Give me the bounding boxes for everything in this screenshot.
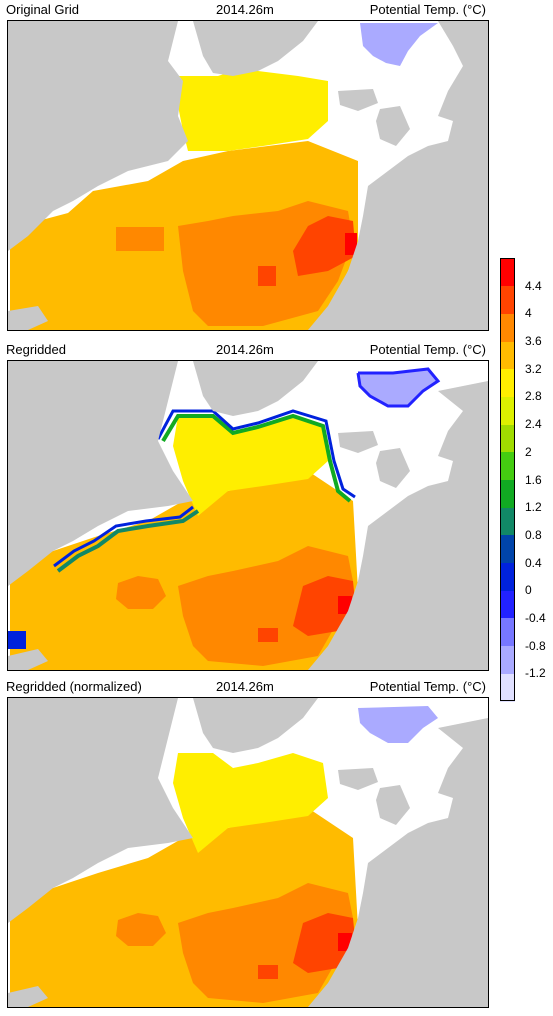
land-europe xyxy=(308,21,488,330)
colorbar-segment xyxy=(500,451,515,480)
land-caribbean xyxy=(8,986,48,1007)
coastal-fringe-blue xyxy=(156,409,356,499)
caribbean-cold-patch xyxy=(8,631,26,649)
field-red-edge xyxy=(345,233,357,255)
colorbar-tick-label: -1.2 xyxy=(525,666,546,681)
panel-left-title: Original Grid xyxy=(6,2,79,17)
field-yellow xyxy=(173,753,328,853)
map-canvas xyxy=(8,361,488,670)
colorbar-segment xyxy=(500,341,515,370)
colorbar-tick-label: 2 xyxy=(525,444,532,459)
colorbar-segment xyxy=(500,424,515,453)
land-british-isles xyxy=(376,106,410,146)
colorbar-segment xyxy=(500,590,515,619)
colorbar-segment xyxy=(500,645,515,674)
colorbar-segment xyxy=(500,368,515,397)
colorbar-tick-label: 2.8 xyxy=(525,389,542,404)
colorbar-tick-label: 1.2 xyxy=(525,500,542,515)
land-iceland xyxy=(338,89,378,111)
colorbar-segment xyxy=(500,617,515,647)
map-canvas xyxy=(8,21,488,330)
panel-center-title: 2014.26m xyxy=(216,679,274,694)
land-iceland xyxy=(338,768,378,790)
field-red xyxy=(293,913,356,973)
land-british-isles xyxy=(376,785,410,825)
land-europe xyxy=(308,381,488,670)
colorbar-tick-label: 4.4 xyxy=(525,278,542,293)
panel-right-title: Potential Temp. (°C) xyxy=(369,342,486,357)
field-darkorange-patch xyxy=(116,227,164,251)
panel-right-title: Potential Temp. (°C) xyxy=(369,679,486,694)
cold-patch xyxy=(360,23,438,66)
colorbar-segment xyxy=(500,534,515,564)
land-north-america xyxy=(8,698,193,923)
colorbar-segment xyxy=(500,507,515,536)
cold-patch xyxy=(358,706,438,743)
land-north-america xyxy=(8,21,188,251)
field-darkorange-patch xyxy=(116,576,166,609)
colorbar-tick-label: 0 xyxy=(525,583,532,598)
land-greenland xyxy=(193,21,318,76)
colorbar-segment xyxy=(500,673,515,702)
coastal-fringe-nam-blue xyxy=(53,505,194,568)
colorbar-tick-label: -0.4 xyxy=(525,610,546,625)
field-red xyxy=(293,576,356,636)
map-original-grid xyxy=(7,20,489,331)
colorbar-segment xyxy=(500,562,515,591)
land-caribbean xyxy=(8,649,48,670)
colorbar xyxy=(500,258,515,702)
map-regridded-normalized xyxy=(7,697,489,1008)
field-yellow xyxy=(173,416,328,516)
panel-left-title: Regridded (normalized) xyxy=(6,679,142,694)
panel-right-title: Potential Temp. (°C) xyxy=(369,2,486,17)
land-greenland xyxy=(193,698,318,753)
colorbar-segment xyxy=(500,285,515,314)
cold-patch xyxy=(358,369,438,406)
panel-left-title: Regridded xyxy=(6,342,66,357)
cold-patch-edge xyxy=(356,367,441,408)
land-europe xyxy=(308,718,488,1007)
land-greenland xyxy=(193,361,318,416)
land-british-isles xyxy=(376,448,410,488)
coastal-fringe-green xyxy=(161,413,352,503)
colorbar-tick-label: 3.6 xyxy=(525,334,542,349)
colorbar-tick-label: 3.2 xyxy=(525,361,542,376)
colorbar-segment xyxy=(500,258,515,287)
colorbar-tick-label: 4 xyxy=(525,306,532,321)
coastal-fringe-nam xyxy=(56,509,200,573)
field-darkorange xyxy=(178,546,353,666)
field-red-patch xyxy=(258,266,276,286)
field-red-patch xyxy=(258,965,278,979)
land-iceland xyxy=(338,431,378,453)
field-darkorange-patch xyxy=(116,913,166,946)
colorbar-segment xyxy=(500,479,515,508)
panel-center-title: 2014.26m xyxy=(216,342,274,357)
field-red-patch xyxy=(258,628,278,642)
land-north-america xyxy=(8,361,193,586)
colorbar-segment xyxy=(500,313,515,342)
colorbar-tick-label: 1.6 xyxy=(525,472,542,487)
colorbar-tick-label: 0.4 xyxy=(525,555,542,570)
colorbar-tick-label: -0.8 xyxy=(525,638,546,653)
colorbar-tick-label: 0.8 xyxy=(525,527,542,542)
colorbar-tick-label: 2.4 xyxy=(525,417,542,432)
map-regridded xyxy=(7,360,489,671)
map-canvas xyxy=(8,698,488,1007)
panel-center-title: 2014.26m xyxy=(216,2,274,17)
colorbar-segment xyxy=(500,396,515,425)
field-yellow xyxy=(178,71,328,151)
land-caribbean xyxy=(8,306,48,330)
field-red xyxy=(293,216,356,276)
field-darkorange xyxy=(178,883,353,1003)
